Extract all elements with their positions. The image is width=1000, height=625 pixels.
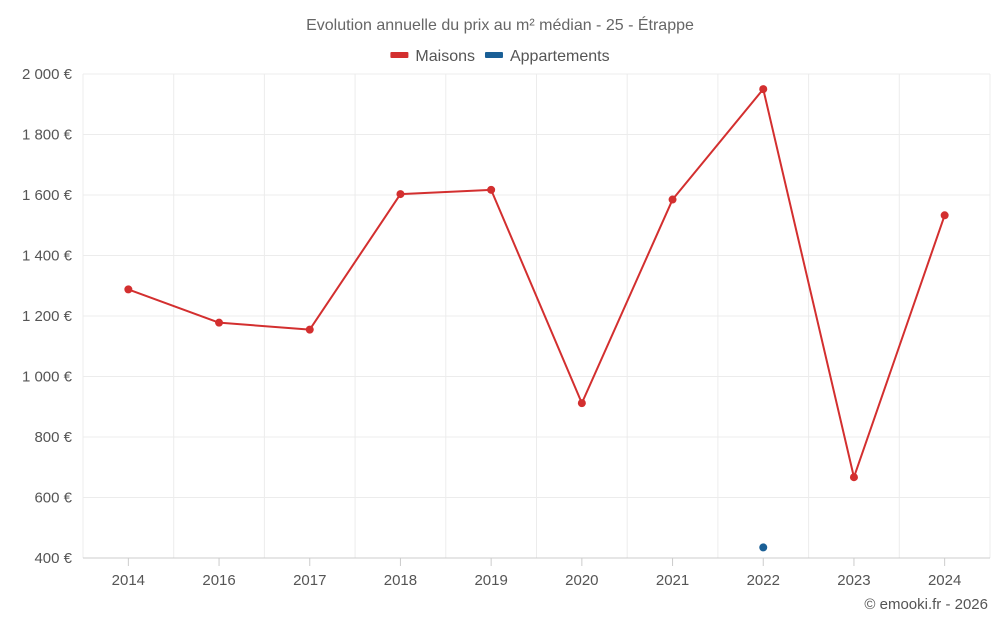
chart-title: Evolution annuelle du prix au m² médian … bbox=[306, 15, 694, 34]
credit-text: © emooki.fr - 2026 bbox=[864, 596, 988, 613]
x-tick-label: 2017 bbox=[293, 572, 326, 589]
data-point-maisons-2020[interactable] bbox=[577, 399, 586, 408]
data-point-appartements-2022[interactable] bbox=[759, 543, 768, 552]
y-tick-label: 1 800 € bbox=[22, 127, 73, 144]
y-tick-label: 1 600 € bbox=[22, 187, 73, 204]
y-tick-label: 800 € bbox=[34, 429, 72, 446]
y-tick-label: 1 200 € bbox=[22, 308, 73, 325]
x-axis: 2014 2016 2017 2018 2019 2020 2021 2022 2023 2024 bbox=[83, 557, 990, 589]
legend-swatch bbox=[484, 52, 503, 58]
legend: Maisons Appartements bbox=[390, 48, 610, 65]
series-layer bbox=[124, 85, 949, 552]
series-line-maisons bbox=[128, 88, 946, 479]
x-tick-label: 2014 bbox=[112, 572, 145, 589]
legend-label: Maisons bbox=[415, 48, 475, 65]
data-point-maisons-2014[interactable] bbox=[124, 285, 133, 294]
data-point-maisons-2017[interactable] bbox=[305, 325, 314, 334]
legend-item-appartements[interactable]: Appartements bbox=[484, 48, 610, 65]
x-tick-label: 2022 bbox=[747, 572, 780, 589]
data-point-maisons-2024[interactable] bbox=[940, 211, 949, 220]
x-tick-label: 2021 bbox=[656, 572, 689, 589]
data-point-maisons-2021[interactable] bbox=[668, 195, 677, 204]
x-tick-label: 2024 bbox=[928, 572, 961, 589]
grid-lines bbox=[82, 73, 991, 559]
x-tick-label: 2019 bbox=[474, 572, 507, 589]
x-tick-label: 2023 bbox=[837, 572, 870, 589]
y-tick-label: 400 € bbox=[34, 550, 72, 567]
data-point-maisons-2019[interactable] bbox=[487, 185, 496, 194]
y-axis: 400 € 600 € 800 € 1 000 € 1 200 € 1 400 € 1 60… bbox=[22, 66, 73, 567]
data-point-maisons-2022[interactable] bbox=[759, 85, 768, 94]
x-tick-label: 2018 bbox=[384, 572, 417, 589]
y-tick-label: 600 € bbox=[34, 490, 72, 507]
legend-item-maisons[interactable]: Maisons bbox=[390, 48, 475, 65]
legend-swatch bbox=[390, 52, 409, 58]
x-tick-label: 2016 bbox=[202, 572, 235, 589]
data-point-maisons-2023[interactable] bbox=[849, 473, 858, 482]
data-point-maisons-2016[interactable] bbox=[215, 318, 224, 327]
y-tick-label: 2 000 € bbox=[22, 66, 73, 83]
y-tick-label: 1 400 € bbox=[22, 248, 73, 265]
y-tick-label: 1 000 € bbox=[22, 369, 73, 386]
data-point-maisons-2018[interactable] bbox=[396, 190, 405, 199]
legend-label: Appartements bbox=[510, 48, 610, 65]
x-tick-label: 2020 bbox=[565, 572, 598, 589]
